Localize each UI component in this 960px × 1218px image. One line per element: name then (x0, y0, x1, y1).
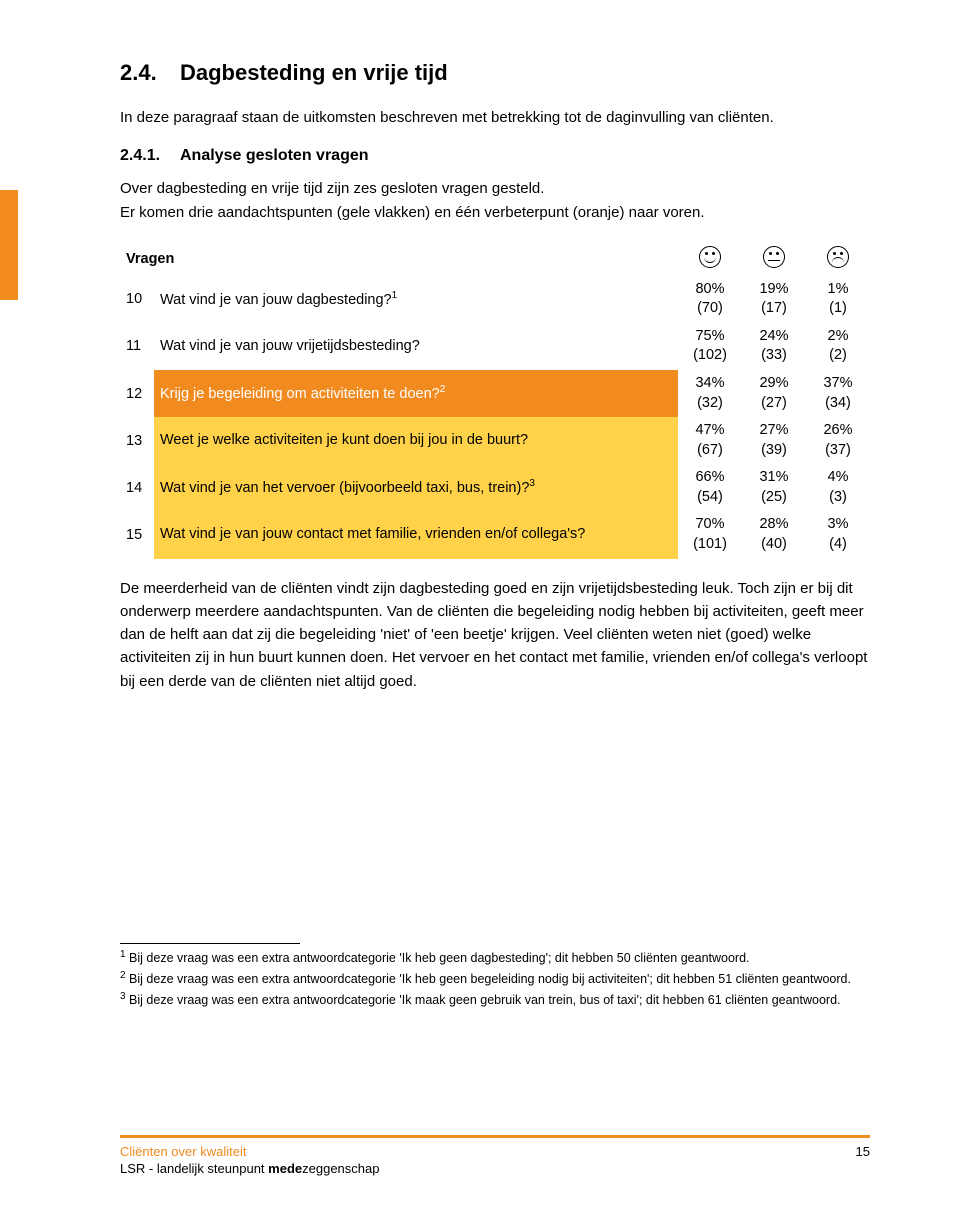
value-cell: 70%(101) (678, 511, 742, 558)
row-number: 10 (120, 276, 154, 323)
row-number: 15 (120, 511, 154, 558)
question-cell: Krijg je begeleiding om activiteiten te … (154, 370, 678, 417)
value-cell: 1%(1) (806, 276, 870, 323)
intro-paragraph: In deze paragraaf staan de uitkomsten be… (120, 106, 870, 129)
question-cell: Wat vind je van jouw dagbesteding?1 (154, 276, 678, 323)
value-cell: 34%(32) (678, 370, 742, 417)
question-cell: Wat vind je van het vervoer (bijvoorbeel… (154, 464, 678, 511)
value-cell: 19%(17) (742, 276, 806, 323)
row-number: 12 (120, 370, 154, 417)
value-cell: 27%(39) (742, 417, 806, 464)
value-cell: 26%(37) (806, 417, 870, 464)
page-edge-decoration (0, 190, 18, 300)
page-footer: Cliënten over kwaliteit 15 LSR - landeli… (120, 1135, 870, 1176)
page-number: 15 (856, 1144, 870, 1159)
table-row: 13Weet je welke activiteiten je kunt doe… (120, 417, 870, 464)
row-number: 13 (120, 417, 154, 464)
section-title: Dagbesteding en vrije tijd (180, 60, 448, 85)
footer-rule (120, 1135, 870, 1138)
table-row: 12Krijg je begeleiding om activiteiten t… (120, 370, 870, 417)
footnote-divider (120, 943, 300, 944)
value-cell: 47%(67) (678, 417, 742, 464)
table-row: 14Wat vind je van het vervoer (bijvoorbe… (120, 464, 870, 511)
table-header-label: Vragen (120, 242, 678, 276)
table-row: 15Wat vind je van jouw contact met famil… (120, 511, 870, 558)
section-heading: 2.4. Dagbesteding en vrije tijd (120, 60, 870, 86)
section-number: 2.4. (120, 60, 157, 85)
value-cell: 75%(102) (678, 323, 742, 370)
subsection-heading: 2.4.1. Analyse gesloten vragen (120, 147, 870, 165)
value-cell: 66%(54) (678, 464, 742, 511)
col-sad (806, 242, 870, 276)
footnote-3: 3 Bij deze vraag was een extra antwoordc… (120, 990, 870, 1009)
questions-table: Vragen 10Wat vind je van jouw dagbestedi… (120, 242, 870, 559)
table-row: 11Wat vind je van jouw vrijetijdsbestedi… (120, 323, 870, 370)
footer-subtitle: LSR - landelijk steunpunt medezeggenscha… (120, 1161, 870, 1176)
footer-title: Cliënten over kwaliteit (120, 1144, 246, 1159)
happy-icon (699, 246, 721, 268)
value-cell: 2%(2) (806, 323, 870, 370)
value-cell: 80%(70) (678, 276, 742, 323)
col-neutral (742, 242, 806, 276)
value-cell: 3%(4) (806, 511, 870, 558)
subintro-paragraph: Over dagbesteding en vrije tijd zijn zes… (120, 177, 870, 224)
footnote-2: 2 Bij deze vraag was een extra antwoordc… (120, 969, 870, 988)
neutral-icon (763, 246, 785, 268)
value-cell: 24%(33) (742, 323, 806, 370)
value-cell: 37%(34) (806, 370, 870, 417)
value-cell: 4%(3) (806, 464, 870, 511)
value-cell: 28%(40) (742, 511, 806, 558)
question-cell: Wat vind je van jouw vrijetijdsbesteding… (154, 323, 678, 370)
table-header-row: Vragen (120, 242, 870, 276)
col-happy (678, 242, 742, 276)
footnote-1: 1 Bij deze vraag was een extra antwoordc… (120, 948, 870, 967)
subsection-number: 2.4.1. (120, 147, 160, 164)
subsection-title: Analyse gesloten vragen (180, 147, 369, 164)
value-cell: 29%(27) (742, 370, 806, 417)
row-number: 11 (120, 323, 154, 370)
table-row: 10Wat vind je van jouw dagbesteding?180%… (120, 276, 870, 323)
sad-icon (827, 246, 849, 268)
question-cell: Weet je welke activiteiten je kunt doen … (154, 417, 678, 464)
question-cell: Wat vind je van jouw contact met familie… (154, 511, 678, 558)
analysis-paragraph: De meerderheid van de cliënten vindt zij… (120, 577, 870, 693)
row-number: 14 (120, 464, 154, 511)
value-cell: 31%(25) (742, 464, 806, 511)
